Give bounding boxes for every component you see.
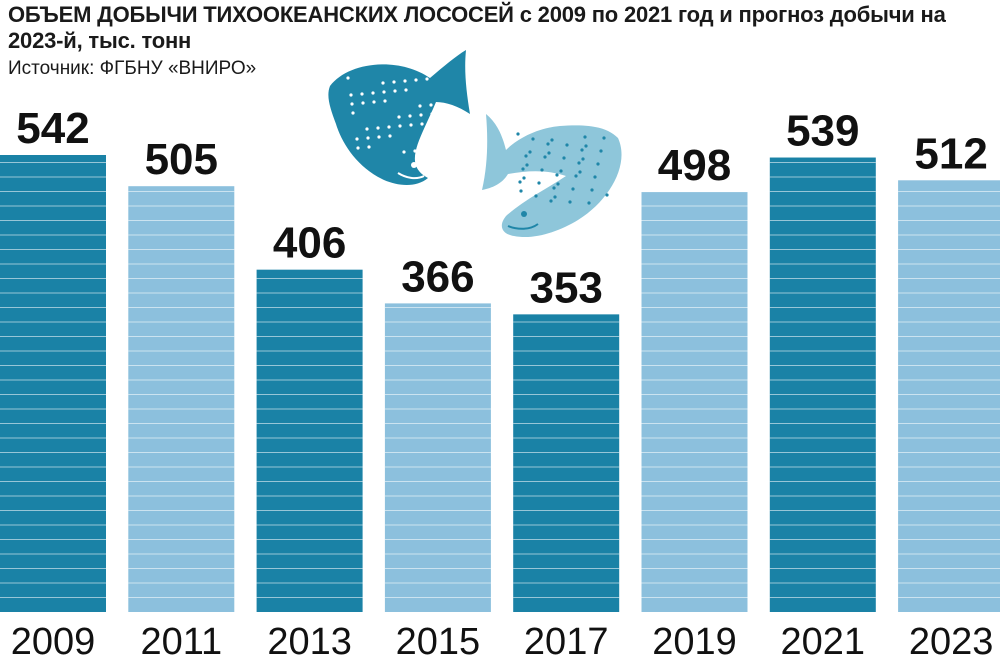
bar-2017: [513, 314, 620, 612]
data-label-2011: 505: [145, 135, 218, 184]
bar-2023: [898, 180, 1000, 612]
bar-2019: [641, 192, 748, 613]
chart-title: ОБЪЕМ ДОБЫЧИ ТИХООКЕАНСКИХ ЛОСОСЕЙ с 200…: [8, 2, 946, 53]
x-tick-2013: 2013: [267, 621, 352, 663]
data-label-2015: 366: [401, 252, 474, 301]
bar-2015: [384, 303, 491, 612]
data-label-2009: 542: [16, 104, 89, 153]
x-tick-2011: 2011: [140, 621, 222, 663]
data-label-2019: 498: [658, 141, 731, 190]
bar-2011: [128, 186, 235, 612]
data-label-2013: 406: [273, 219, 346, 268]
bar-2009: [0, 155, 106, 612]
x-tick-2009: 2009: [11, 621, 96, 663]
x-tick-2023: 2023: [909, 621, 994, 663]
bar-2013: [256, 269, 363, 612]
chart-source: Источник: ФГБНУ «ВНИРО»: [8, 58, 257, 79]
x-tick-2017: 2017: [524, 621, 609, 663]
bar-2021: [769, 157, 876, 612]
salmon-light-icon: [482, 114, 622, 238]
data-label-2021: 539: [786, 107, 859, 156]
data-label-2023: 512: [914, 129, 987, 178]
x-tick-2021: 2021: [781, 621, 866, 663]
x-tick-2015: 2015: [396, 621, 481, 663]
x-tick-2019: 2019: [652, 621, 737, 663]
data-label-2017: 353: [529, 263, 602, 312]
salmon-dark-icon: [328, 50, 470, 185]
